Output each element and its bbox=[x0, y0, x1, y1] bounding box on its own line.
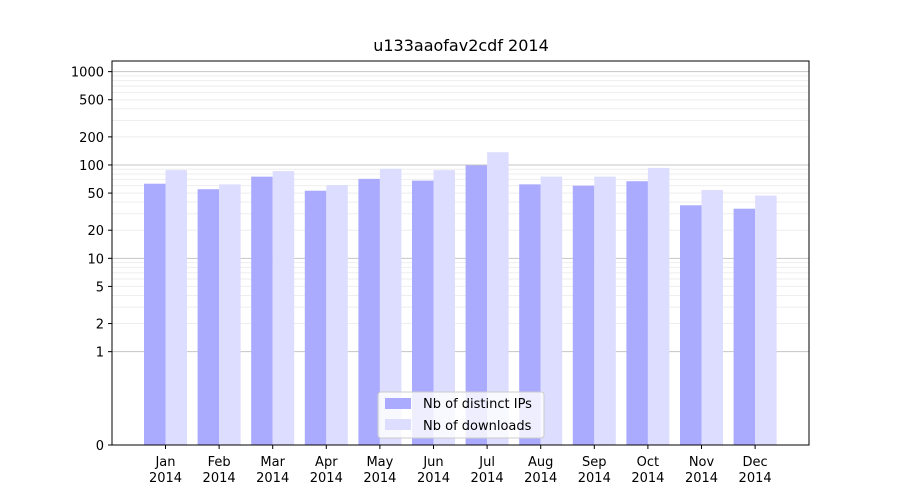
bar-downloads bbox=[755, 195, 777, 445]
x-tick-label-month: Jun bbox=[422, 455, 443, 470]
x-tick-label-year: 2014 bbox=[363, 471, 396, 486]
bar-downloads bbox=[272, 171, 295, 445]
x-tick-label-year: 2014 bbox=[739, 471, 772, 486]
y-tick-label: 5 bbox=[96, 280, 104, 295]
x-tick-label-year: 2014 bbox=[310, 471, 343, 486]
x-tick-label-year: 2014 bbox=[256, 471, 289, 486]
bar-downloads bbox=[326, 185, 348, 445]
x-tick-label-month: Mar bbox=[260, 455, 285, 470]
y-tick-label: 1 bbox=[96, 346, 104, 361]
x-tick-label-year: 2014 bbox=[471, 471, 504, 486]
plot-frame bbox=[111, 60, 810, 446]
legend-label-ips: Nb of distinct IPs bbox=[423, 397, 532, 412]
bar-distinct-ips bbox=[465, 165, 488, 446]
bar-distinct-ips bbox=[519, 184, 541, 445]
bar-distinct-ips bbox=[572, 185, 595, 445]
x-tick-label-month: Jul bbox=[478, 455, 495, 470]
x-tick-label-month: May bbox=[366, 455, 393, 470]
y-tick-label: 2 bbox=[96, 318, 104, 333]
bar-downloads bbox=[540, 176, 563, 445]
x-tick-label-year: 2014 bbox=[203, 471, 236, 486]
bars bbox=[144, 152, 777, 446]
bar-downloads bbox=[379, 168, 402, 446]
bar-distinct-ips bbox=[412, 180, 434, 445]
bar-distinct-ips bbox=[197, 189, 220, 445]
legend-swatch-downloads bbox=[385, 419, 411, 430]
chart-title: u133aaofav2cdf 2014 bbox=[373, 36, 549, 55]
x-tick-label-month: Dec bbox=[743, 455, 768, 470]
bar-downloads bbox=[487, 152, 509, 445]
bar-distinct-ips bbox=[358, 178, 380, 445]
bar-distinct-ips bbox=[251, 176, 273, 445]
x-tick-label-year: 2014 bbox=[417, 471, 450, 486]
x-tick-label-year: 2014 bbox=[149, 471, 182, 486]
y-tick-label: 20 bbox=[87, 224, 104, 239]
x-axis-ticks: Jan2014Feb2014Mar2014Apr2014May2014Jun20… bbox=[149, 445, 772, 486]
x-tick-label-month: Aug bbox=[528, 455, 553, 470]
bar-distinct-ips bbox=[680, 205, 702, 445]
y-tick-label: 500 bbox=[79, 94, 104, 109]
bar-downloads bbox=[647, 167, 670, 446]
bar-downloads bbox=[701, 189, 723, 445]
legend: Nb of distinct IPs Nb of downloads bbox=[377, 391, 545, 439]
legend-frame bbox=[377, 391, 545, 439]
y-tick-label: 50 bbox=[87, 187, 104, 202]
x-tick-label-year: 2014 bbox=[631, 471, 664, 486]
y-tick-label: 1000 bbox=[71, 66, 104, 81]
y-tick-label: 200 bbox=[79, 131, 104, 146]
bar-distinct-ips bbox=[144, 183, 166, 445]
x-tick-label-month: Oct bbox=[637, 455, 659, 470]
y-tick-label: 100 bbox=[79, 159, 104, 174]
bar-distinct-ips bbox=[304, 190, 327, 445]
bar-downloads bbox=[165, 170, 187, 445]
y-axis-ticks: 0 1 2 5 10 20 50 100 200 500 1000 bbox=[71, 66, 112, 454]
y-tick-label: 0 bbox=[96, 439, 104, 454]
x-tick-label-year: 2014 bbox=[578, 471, 611, 486]
bar-downloads bbox=[433, 170, 455, 445]
bar-downloads bbox=[594, 176, 616, 445]
y-tick-label: 10 bbox=[87, 252, 104, 267]
legend-swatch-ips bbox=[385, 398, 411, 409]
bar-distinct-ips bbox=[626, 181, 648, 446]
bar-downloads bbox=[219, 184, 241, 445]
x-tick-label-month: Apr bbox=[315, 455, 338, 470]
x-tick-label-year: 2014 bbox=[685, 471, 718, 486]
bar-distinct-ips bbox=[733, 208, 756, 445]
x-tick-label-month: Sep bbox=[582, 455, 607, 470]
x-tick-label-month: Feb bbox=[208, 455, 231, 470]
x-tick-label-month: Jan bbox=[154, 455, 175, 470]
legend-label-downloads: Nb of downloads bbox=[423, 419, 532, 434]
x-tick-label-month: Nov bbox=[689, 455, 715, 470]
x-tick-label-year: 2014 bbox=[524, 471, 557, 486]
